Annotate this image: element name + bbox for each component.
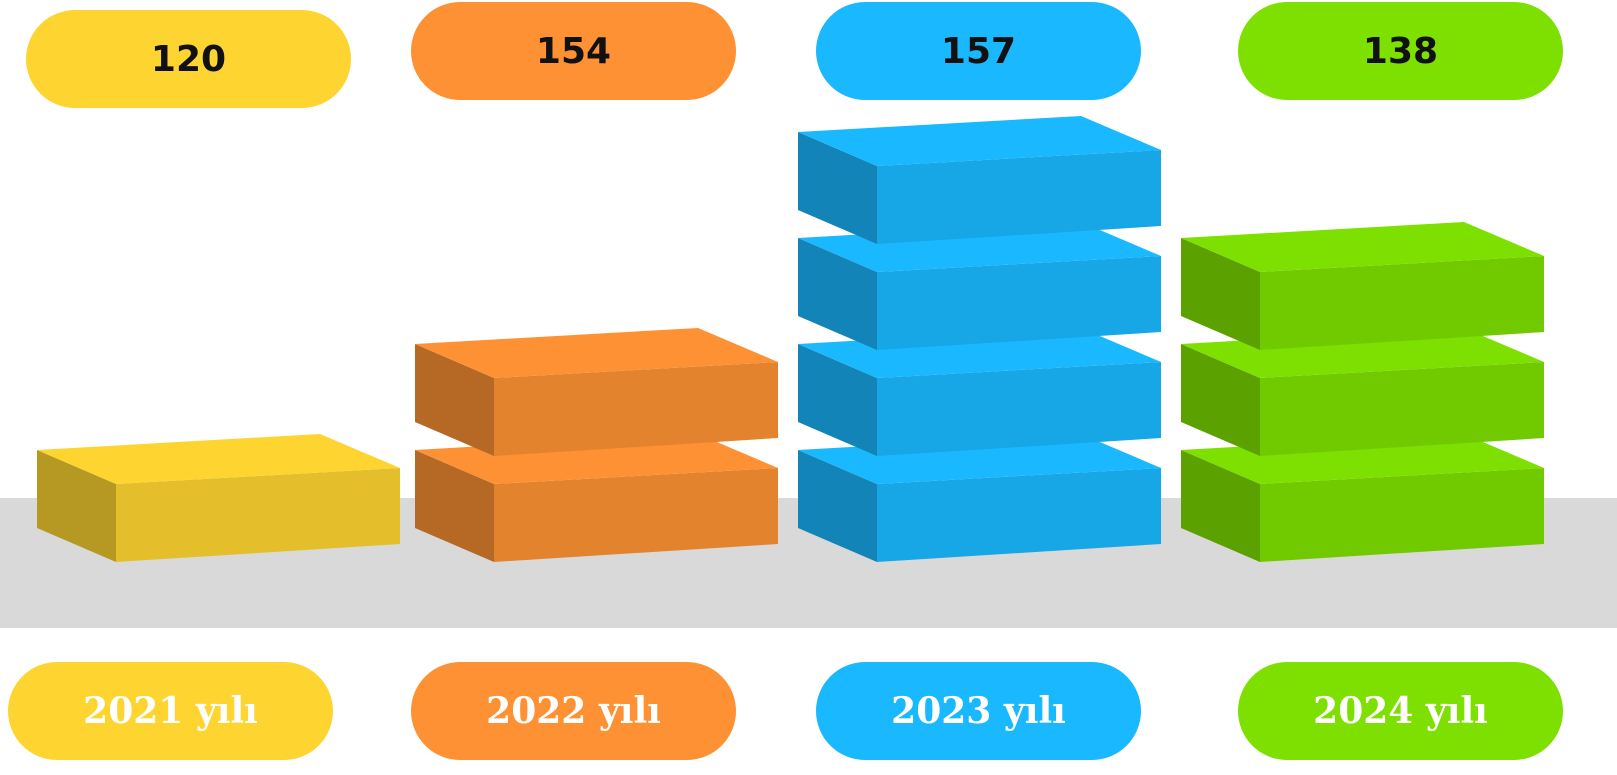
block-2023-2: [798, 328, 1161, 456]
block-2023-1-front: [877, 468, 1161, 562]
category-label-2022: 2022 yılı: [411, 662, 736, 760]
block-2021-1-side: [37, 450, 116, 562]
block-2024-3-side: [1181, 238, 1260, 350]
block-2022-1: [415, 434, 778, 562]
block-2024-3-top: [1181, 222, 1544, 272]
value-label-2023: 157: [816, 2, 1141, 100]
block-2022-2-side: [415, 344, 494, 456]
block-2022-2-top: [415, 328, 778, 378]
block-2022-2-front: [494, 362, 778, 456]
block-2024-1-side: [1181, 450, 1260, 562]
category-label-2023: 2023 yılı: [816, 662, 1141, 760]
block-2023-4-top: [798, 116, 1161, 166]
block-2024-2: [1181, 328, 1544, 456]
block-2022-2: [415, 328, 778, 456]
bar-2022-yılı: [415, 328, 778, 562]
block-2023-2-side: [798, 344, 877, 456]
block-2023-2-front: [877, 362, 1161, 456]
bar-2023-yılı: [798, 116, 1161, 562]
value-label-2021: 120: [26, 10, 351, 108]
block-2023-4-front: [877, 150, 1161, 244]
value-label-2024: 138: [1238, 2, 1563, 100]
category-label-2024: 2024 yılı: [1238, 662, 1563, 760]
block-2024-1-front: [1260, 468, 1544, 562]
block-2023-3-side: [798, 238, 877, 350]
category-label-2021: 2021 yılı: [8, 662, 333, 760]
block-2023-1: [798, 434, 1161, 562]
block-2022-1-front: [494, 468, 778, 562]
block-2023-3-front: [877, 256, 1161, 350]
block-2021-1-top: [37, 434, 400, 484]
block-2023-1-side: [798, 450, 877, 562]
bar-2024-yılı: [1181, 222, 1544, 562]
block-2023-4-side: [798, 132, 877, 244]
block-2024-3: [1181, 222, 1544, 350]
block-2024-2-side: [1181, 344, 1260, 456]
block-2022-1-side: [415, 450, 494, 562]
bar-2021-yılı: [37, 434, 400, 562]
value-label-2022: 154: [411, 2, 736, 100]
block-2024-2-front: [1260, 362, 1544, 456]
block-2024-1: [1181, 434, 1544, 562]
block-2021-1-front: [116, 468, 400, 562]
block-2023-4: [798, 116, 1161, 244]
block-2021-1: [37, 434, 400, 562]
block-2024-3-front: [1260, 256, 1544, 350]
block-2023-3: [798, 222, 1161, 350]
